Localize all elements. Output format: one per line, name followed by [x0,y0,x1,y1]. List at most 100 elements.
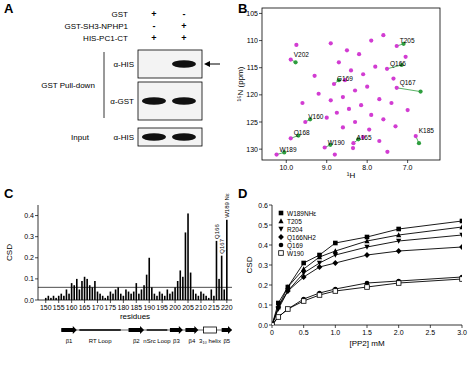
x-tick-label: 9.0 [322,164,332,171]
y-tick [259,149,262,150]
data-point [317,293,322,298]
bar [66,289,68,300]
y-axis-label: ¹⁵N (ppm) [236,66,245,101]
x-tick-label: 200 [169,304,181,311]
bar [71,283,73,300]
peak-label: K185 [419,127,435,134]
blot-band [142,97,166,105]
panel-label: D [238,186,247,201]
x-tick [58,300,59,303]
bar [192,289,194,300]
x-tick-label: 180 [118,304,130,311]
data-point [365,285,370,290]
bar [104,298,106,300]
bar [190,273,192,300]
fit-line [272,279,462,325]
y-tick-label: 0.6 [258,202,268,209]
blot-band [172,97,196,105]
peak [353,88,357,92]
lane-sign: + [151,9,156,19]
bar [195,294,197,300]
bar [53,296,55,300]
x-tick-label: 0.5 [299,329,309,336]
peak [325,116,329,120]
bar [115,289,117,300]
peak [369,38,373,42]
peak-label: W190 [328,139,345,146]
data-point [459,224,462,229]
bar [55,298,57,300]
data-point [364,245,369,250]
x-tick-label: 185 [130,304,142,311]
x-tick-label: 0 [270,329,274,336]
peak [274,152,278,156]
input-label: Input [71,133,90,142]
legend-marker [279,251,284,256]
blot-membrane [138,128,202,146]
bar [110,292,112,300]
x-tick-label: 1.0 [330,329,340,336]
x-tick-label: 175 [105,304,117,311]
data-point [460,219,462,224]
x-tick-label: 190 [143,304,155,311]
y-tick-label: 0.3 [24,233,34,240]
bar [223,289,225,300]
x-tick [84,300,85,303]
data-point [301,266,306,271]
lane-sign: + [181,21,186,31]
bar [68,294,70,300]
y-tick-label: 115 [247,64,258,71]
bar [169,294,171,300]
peak [347,107,351,111]
data-point [459,244,462,250]
y-tick [259,122,262,123]
peak [353,120,357,124]
data-point [364,252,370,258]
strand [129,326,145,334]
x-tick [303,325,304,328]
x-tick [110,300,111,303]
peak [345,48,349,52]
bar-label: Q167 [219,238,225,253]
x-tick [71,300,72,303]
peak [406,108,410,112]
y-tick [259,13,262,14]
fit-line [272,235,462,325]
y-tick-label: 120 [246,91,258,98]
bar [179,270,181,300]
bar [125,289,127,300]
x-tick [149,300,150,303]
shift-connector [397,88,421,92]
pulldown-label: GST Pull-down [41,81,95,90]
bar [213,296,215,300]
bar [48,296,50,300]
fit-line [272,247,462,325]
x-tick-label: 2.0 [394,329,404,336]
data-point [317,254,322,259]
bar [221,256,223,300]
bar [76,279,78,300]
structure-label: RT Loop [89,338,112,344]
legend-label: T205 [287,218,302,225]
peak-label: G169 [337,75,353,82]
y-tick [35,236,38,237]
data-point [272,323,274,325]
x-tick [407,160,408,163]
data-point [396,281,401,286]
legend-label: Q166NH2 [287,234,316,242]
peak [357,52,361,56]
y-tick [269,305,272,306]
helix [204,327,217,333]
data-point [272,323,274,325]
bar [102,296,104,300]
peak [395,44,399,48]
structure-label: β5 [223,338,230,344]
data-point [460,277,462,282]
lane-sign: - [153,21,156,31]
peak-label: A165 [356,134,372,141]
data-point [317,264,323,270]
x-tick [398,325,399,328]
bar [123,296,125,300]
bar-label: Q166 [214,224,220,239]
bar [138,294,140,300]
